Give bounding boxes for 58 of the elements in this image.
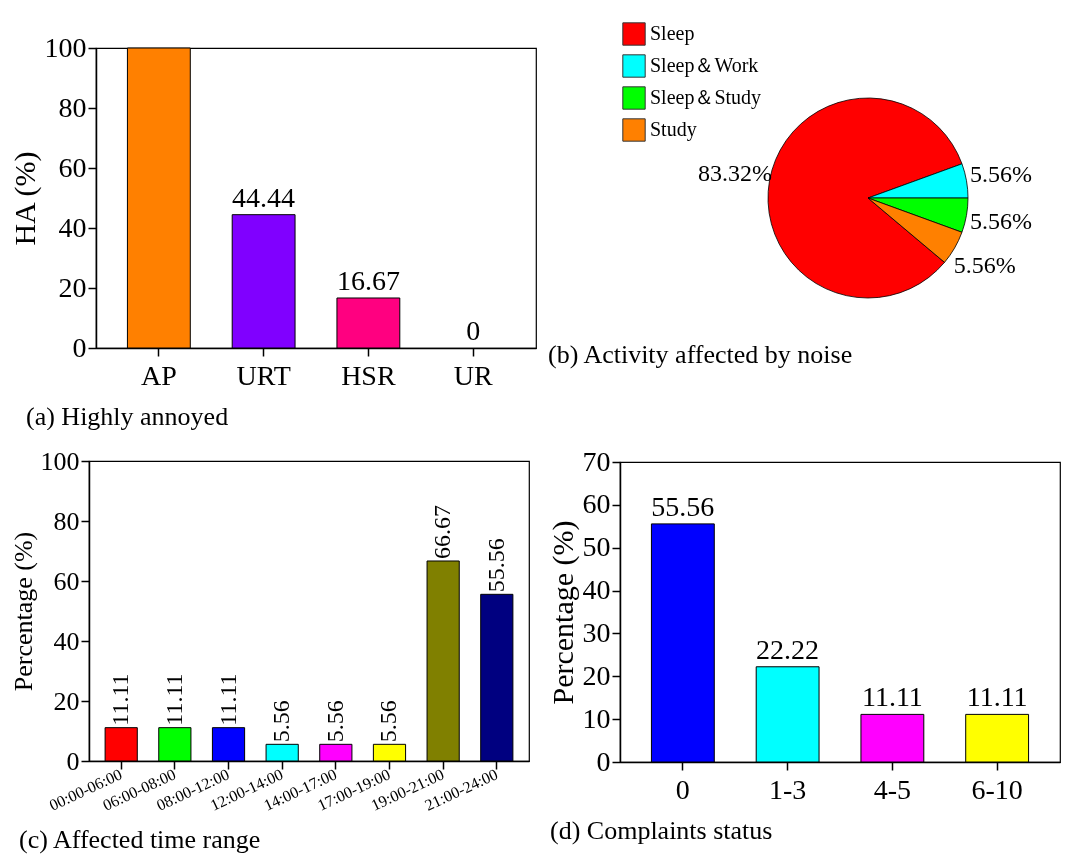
data-label: 0 bbox=[466, 315, 481, 346]
data-label: 5.56% bbox=[953, 251, 1016, 278]
x-tick-label: HSR bbox=[341, 359, 396, 391]
data-label: 83.32% bbox=[698, 160, 773, 187]
y-axis-title: Percentage (%) bbox=[8, 531, 38, 692]
y-tick-label: 20 bbox=[58, 271, 87, 303]
y-axis-title: HA (%) bbox=[7, 151, 42, 246]
y-tick-label: 70 bbox=[582, 445, 611, 477]
data-label: 5.56 bbox=[321, 700, 348, 743]
y-tick-label: 80 bbox=[58, 91, 87, 123]
y-tick-label: 30 bbox=[582, 616, 611, 648]
data-label: 11.11 bbox=[160, 673, 187, 726]
y-tick-label: 60 bbox=[582, 488, 611, 520]
y-tick-label: 100 bbox=[44, 31, 87, 63]
x-tick-label: 6-10 bbox=[971, 773, 1023, 805]
data-label: 16.67 bbox=[336, 264, 400, 296]
text: (d) Complaints status bbox=[550, 816, 773, 845]
y-tick-label: 60 bbox=[53, 566, 80, 596]
data-label: 5.56 bbox=[375, 700, 402, 743]
data-label: 5.56% bbox=[969, 207, 1032, 234]
y-tick-label: 10 bbox=[582, 702, 611, 734]
y-tick-label: 20 bbox=[53, 686, 80, 716]
y-tick-label: 40 bbox=[58, 211, 87, 243]
data-label: 11.11 bbox=[107, 673, 134, 726]
x-tick-label: 1-3 bbox=[768, 773, 807, 805]
data-label: 55.56 bbox=[482, 538, 509, 593]
text: (c) Affected time range bbox=[19, 825, 261, 855]
y-tick-label: 40 bbox=[53, 626, 80, 656]
y-tick-label: 50 bbox=[582, 531, 611, 563]
y-tick-label: 60 bbox=[58, 151, 87, 183]
legend-label: Sleep bbox=[650, 22, 695, 45]
data-label: 55.56 bbox=[651, 490, 715, 522]
y-tick-label: 20 bbox=[582, 659, 611, 691]
legend-label: Study bbox=[650, 118, 697, 141]
y-tick-label: 80 bbox=[53, 506, 80, 536]
x-tick-label: 4-5 bbox=[873, 773, 912, 805]
y-axis-title: Percentage (%) bbox=[545, 520, 580, 705]
data-label: 11.11 bbox=[966, 681, 1028, 713]
data-label: 5.56% bbox=[969, 160, 1032, 187]
legend-label: Sleep＆Study bbox=[650, 86, 762, 109]
x-tick-label: AP bbox=[140, 359, 177, 391]
data-label: 44.44 bbox=[232, 181, 296, 213]
data-label: 66.67 bbox=[429, 504, 456, 559]
y-tick-label: 0 bbox=[66, 746, 80, 776]
x-tick-label: 0 bbox=[675, 773, 690, 805]
x-tick-label: URT bbox=[236, 359, 291, 391]
y-tick-label: 100 bbox=[40, 446, 80, 476]
y-tick-label: 0 bbox=[72, 331, 87, 363]
y-tick-label: 40 bbox=[582, 574, 611, 606]
x-tick-label: UR bbox=[453, 359, 493, 391]
data-label: 5.56 bbox=[268, 700, 295, 743]
legend-label: Sleep＆Work bbox=[650, 54, 759, 77]
text: (a) Highly annoyed bbox=[26, 402, 229, 431]
data-label: 11.11 bbox=[214, 673, 241, 726]
data-label: 22.22 bbox=[756, 633, 820, 665]
y-tick-label: 0 bbox=[596, 745, 611, 777]
text: (b) Activity affected by noise bbox=[548, 340, 853, 369]
data-label: 11.11 bbox=[861, 681, 923, 713]
